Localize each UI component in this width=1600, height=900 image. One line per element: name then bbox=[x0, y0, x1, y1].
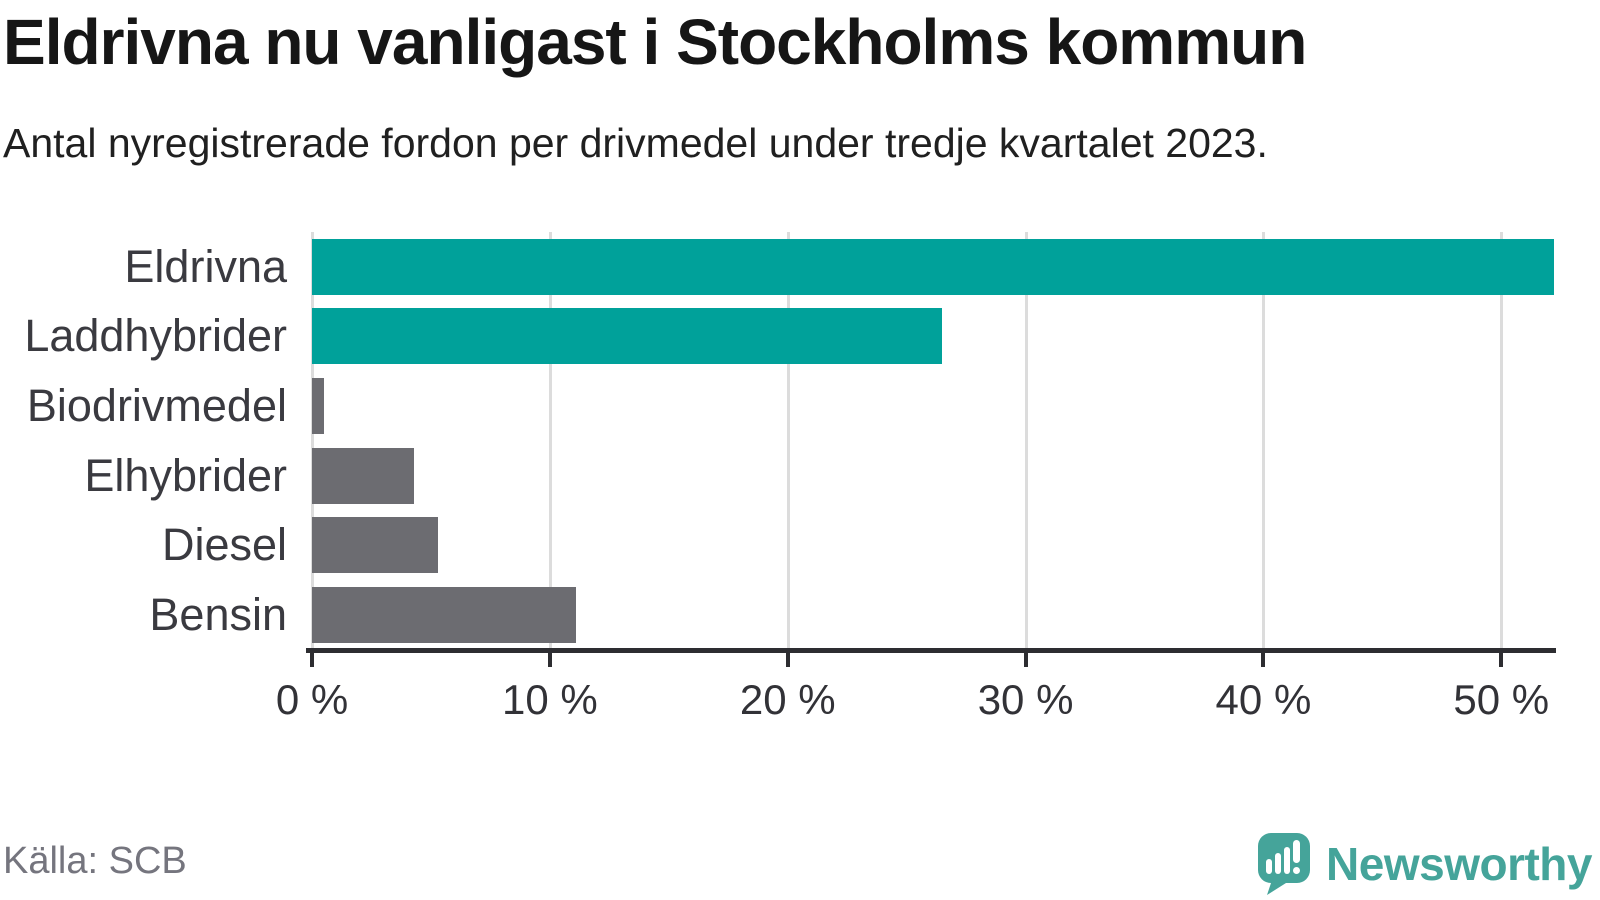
bar-elhybrider bbox=[312, 447, 415, 504]
source-note: Källa: SCB bbox=[3, 840, 187, 882]
gridline-30 bbox=[1024, 232, 1028, 650]
category-label: Laddhybrider bbox=[24, 310, 287, 362]
gridline-10 bbox=[548, 232, 552, 650]
gridlines-layer bbox=[311, 232, 1556, 650]
chart-title: Eldrivna nu vanligast i Stockholms kommu… bbox=[3, 6, 1307, 78]
bar-chart: Eldrivna Laddhybrider Biodrivmedel Elhybrid… bbox=[0, 232, 1556, 723]
newsworthy-brand: Newsworthy bbox=[1258, 833, 1592, 895]
tick-mark-50 bbox=[1499, 653, 1504, 667]
bar-bensin bbox=[312, 587, 577, 644]
tick-label-10: 10 % bbox=[501, 676, 598, 723]
category-label: Elhybrider bbox=[84, 449, 287, 501]
category-label: Eldrivna bbox=[124, 240, 287, 292]
newsworthy-wordmark: Newsworthy bbox=[1326, 838, 1592, 890]
gridline-0 bbox=[311, 232, 314, 650]
tick-mark-0 bbox=[310, 653, 314, 667]
bar-eldrivna bbox=[312, 238, 1554, 295]
newsworthy-logo-icon bbox=[1258, 833, 1311, 895]
x-axis-line bbox=[306, 648, 1556, 653]
tick-mark-30 bbox=[1023, 653, 1028, 667]
bar-diesel bbox=[312, 517, 439, 574]
tick-label-20: 20 % bbox=[739, 676, 836, 723]
chart-subtitle: Antal nyregistrerade fordon per drivmede… bbox=[3, 120, 1268, 166]
tick-mark-40 bbox=[1261, 653, 1266, 667]
tick-mark-10 bbox=[547, 653, 552, 667]
gridline-20 bbox=[786, 232, 790, 650]
tick-label-40: 40 % bbox=[1215, 676, 1312, 723]
bar-row: Eldrivna bbox=[0, 232, 1556, 302]
category-label: Biodrivmedel bbox=[26, 380, 287, 432]
gridline-40 bbox=[1262, 232, 1266, 650]
bar-row: Biodrivmedel bbox=[0, 371, 1556, 441]
tick-label-0: 0 % bbox=[275, 676, 349, 723]
bar-biodrivmedel bbox=[312, 378, 324, 435]
tick-mark-20 bbox=[785, 653, 790, 667]
bar-row: Elhybrider bbox=[0, 441, 1556, 511]
tick-label-50: 50 % bbox=[1453, 676, 1550, 723]
tick-label-30: 30 % bbox=[977, 676, 1074, 723]
bar-row: Bensin bbox=[0, 580, 1556, 650]
category-label: Bensin bbox=[149, 589, 287, 641]
gridline-50 bbox=[1500, 232, 1504, 650]
bar-laddhybrider bbox=[312, 308, 943, 365]
category-label: Diesel bbox=[161, 519, 287, 571]
bar-row: Diesel bbox=[0, 511, 1556, 581]
bar-row: Laddhybrider bbox=[0, 302, 1556, 372]
